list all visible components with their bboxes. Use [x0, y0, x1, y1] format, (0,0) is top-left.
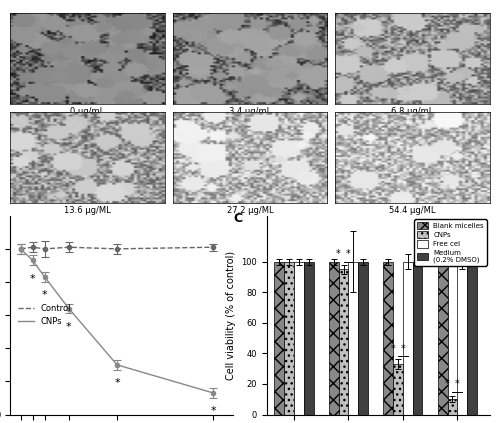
Text: *: * — [455, 379, 460, 389]
Text: *: * — [42, 290, 48, 300]
Bar — [412, 261, 422, 415]
Text: *: * — [30, 274, 36, 284]
Text: *: * — [210, 406, 216, 416]
Bar — [384, 261, 393, 415]
X-axis label: 6.8 μg/mL: 6.8 μg/mL — [392, 107, 434, 116]
Text: *: * — [390, 344, 396, 354]
Bar — [294, 261, 304, 415]
X-axis label: 3.4 μg/mL: 3.4 μg/mL — [229, 107, 271, 116]
Bar — [448, 399, 458, 415]
X-axis label: 54.4 μg/ML: 54.4 μg/ML — [390, 206, 436, 215]
Y-axis label: Cell viability (% of control): Cell viability (% of control) — [226, 250, 235, 380]
Text: *: * — [66, 322, 71, 332]
Bar — [438, 261, 448, 415]
Legend: Blank micelles, CNPs, Free cel, Medium
(0.2% DMSO): Blank micelles, CNPs, Free cel, Medium (… — [414, 219, 486, 266]
Text: *: * — [336, 249, 341, 259]
Legend: Control, CNPs: Control, CNPs — [14, 301, 74, 330]
Text: *: * — [114, 378, 120, 388]
Bar — [393, 364, 403, 415]
Text: *: * — [400, 344, 406, 354]
Bar — [274, 261, 284, 415]
Bar — [329, 261, 338, 415]
X-axis label: 0 μg/mL: 0 μg/mL — [70, 107, 104, 116]
Bar — [358, 261, 368, 415]
Text: *: * — [445, 379, 450, 389]
X-axis label: 13.6 μg/ML: 13.6 μg/ML — [64, 206, 111, 215]
Bar — [467, 261, 477, 415]
Bar — [284, 261, 294, 415]
Text: *: * — [346, 249, 351, 259]
Bar — [458, 261, 467, 415]
X-axis label: 27.2 μg/ML: 27.2 μg/ML — [226, 206, 274, 215]
Bar — [338, 269, 348, 415]
Bar — [348, 261, 358, 415]
Bar — [403, 261, 412, 415]
Bar — [304, 261, 314, 415]
Text: C: C — [234, 212, 242, 225]
